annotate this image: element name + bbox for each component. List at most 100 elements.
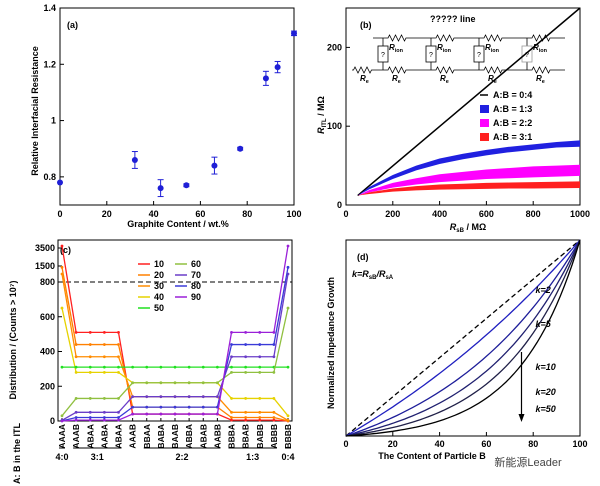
panel-d-xlabel: The Content of Particle B (378, 451, 486, 461)
circuit-label-main: R (360, 74, 366, 83)
circuit-label-main: R (392, 74, 398, 83)
panel-b-legend-label: A:B = 0:4 (493, 90, 532, 100)
circuit-label: Re (536, 74, 545, 85)
panel-c-series-point (230, 355, 233, 359)
panel-d-k-curve (345, 239, 581, 437)
panel-c-series-point (159, 405, 163, 409)
panel-c-series-point (258, 355, 262, 359)
panel-c-series-point (102, 397, 106, 400)
panel-b-frame (345, 7, 581, 206)
panel-c-series-point (244, 355, 248, 359)
panel-c-series-point (244, 365, 248, 369)
panel-b-ylabel-unit: / MΩ (316, 96, 326, 118)
circuit-label-sub: ion (395, 48, 404, 54)
panel-d-frame (345, 239, 581, 437)
panel-c-series-point (159, 412, 163, 416)
panel-a-ytick-label: 0.8 (43, 172, 56, 182)
circuit-particle-box (377, 45, 389, 63)
panel-c-series-point (286, 265, 290, 269)
panel-c-series-point (145, 395, 149, 399)
panel-d-k-curve (345, 239, 581, 437)
circuit-electronic-resistor (373, 66, 421, 74)
panel-c-series-point (230, 330, 233, 334)
panel-c-series-point (88, 410, 92, 414)
panel-c-category-label: BBBA (227, 424, 237, 449)
panel-c-series-point (286, 244, 290, 248)
panel-a-point (262, 75, 269, 82)
panel-c-ytick-label: 600 (40, 312, 55, 322)
panel-c-group-title: A: B in the ITL (12, 423, 22, 484)
panel-c-series-point (74, 418, 78, 422)
panel-c-legend-label: 40 (154, 292, 164, 302)
panel-d-k-curve (345, 239, 581, 437)
panel-d-arrow-head (518, 414, 525, 422)
panel-c-legend-label: 10 (154, 259, 164, 269)
panel-c-ylabel: Distribution / (Counts > 10⁷) (8, 281, 18, 400)
panel-d-formula: k=RsB/RsA (352, 269, 394, 281)
panel-c-series-point (74, 397, 78, 400)
panel-c-series-point (117, 397, 120, 400)
panel-c-series-point (230, 343, 233, 346)
panel-c-series-point (286, 418, 290, 422)
panel-c-series-point (201, 395, 205, 399)
panel-c-legend-label: 20 (154, 270, 164, 280)
circuit-label-sub: ion (539, 48, 548, 54)
circuit-particle-box (425, 45, 437, 63)
circuit-label-main: R (536, 74, 542, 83)
panel-b-xtick-label: 800 (526, 209, 541, 219)
panel-c-legend-label: 90 (191, 292, 201, 302)
panel-c-series-point (159, 395, 163, 399)
panel-c-series-line (61, 245, 289, 422)
circuit-label: Rion (437, 43, 452, 54)
panel-c-series-point (131, 405, 135, 409)
panel-c-ytick-label: 800 (40, 277, 55, 287)
circuit-label-sub: e (494, 79, 497, 85)
circuit-electronic-resistor (517, 66, 565, 74)
panel-c-series-point (74, 370, 78, 374)
panel-c-series-point (244, 416, 248, 419)
panel-c-series-point (88, 370, 92, 374)
panel-c-legend-label: 70 (191, 270, 201, 280)
panel-b-ylabel-main: R (316, 127, 326, 134)
panel-d-k-label: k=10 (536, 362, 556, 372)
panel-c-series-point (102, 343, 106, 346)
panel-b-xlabel-sub: sB (456, 228, 464, 234)
panel-c-legend-label: 80 (191, 281, 201, 291)
panel-b-xlabel-main: R (450, 222, 457, 232)
circuit-label: Rion (533, 43, 548, 54)
circuit-particle-symbol: ? (429, 52, 433, 59)
panel-c-series-point (102, 416, 106, 419)
panel-b-xtick-label: 1000 (570, 209, 590, 219)
panel-c-series-point (117, 416, 120, 419)
circuit-label-main: R (440, 74, 446, 83)
panel-b-ytick-label: 0 (337, 200, 342, 210)
panel-c: (c) Distribution / (Counts > 10⁷) 0 200 40… (8, 239, 295, 484)
panel-c-series-point (258, 343, 262, 346)
panel-b-xlabel: RsB / MΩ (450, 222, 486, 234)
panel-d-k-label: k=50 (536, 404, 556, 414)
panel-b-series-band (357, 140, 580, 196)
panel-b-ylabel: RITL / MΩ (316, 96, 328, 134)
panel-a-ytick-label: 1.4 (43, 3, 56, 13)
panel-c-series-point (272, 410, 276, 414)
panel-c-series-line (61, 245, 289, 422)
panel-a-point (57, 179, 63, 186)
panel-b-legend-label: A:B = 2:2 (493, 118, 532, 128)
panel-a-xtick-label: 40 (149, 209, 159, 219)
panel-c-series-point (244, 418, 248, 422)
panel-c-ytick-label: 3500 (35, 243, 55, 253)
panel-c-category-label: AAAB (128, 424, 138, 449)
panel-b-label: (b) (360, 20, 372, 30)
panel-c-series-line (61, 307, 289, 417)
panel-b-xlabel-unit: / MΩ (464, 222, 486, 232)
panel-c-series-point (272, 418, 276, 422)
circuit-label: Re (440, 74, 449, 85)
panel-c-legend-label: 60 (191, 259, 201, 269)
panel-c-group-label: 1:3 (246, 452, 259, 462)
panel-d-ylabel: Normalized Impedance Growth (326, 277, 336, 409)
circuit-electronic-resistor (352, 66, 373, 74)
panel-c-series-point (173, 395, 177, 399)
panel-b-legend-swatch (480, 105, 489, 113)
panel-c-series-point (230, 397, 233, 400)
panel-c-ytick-label: 400 (40, 347, 55, 357)
